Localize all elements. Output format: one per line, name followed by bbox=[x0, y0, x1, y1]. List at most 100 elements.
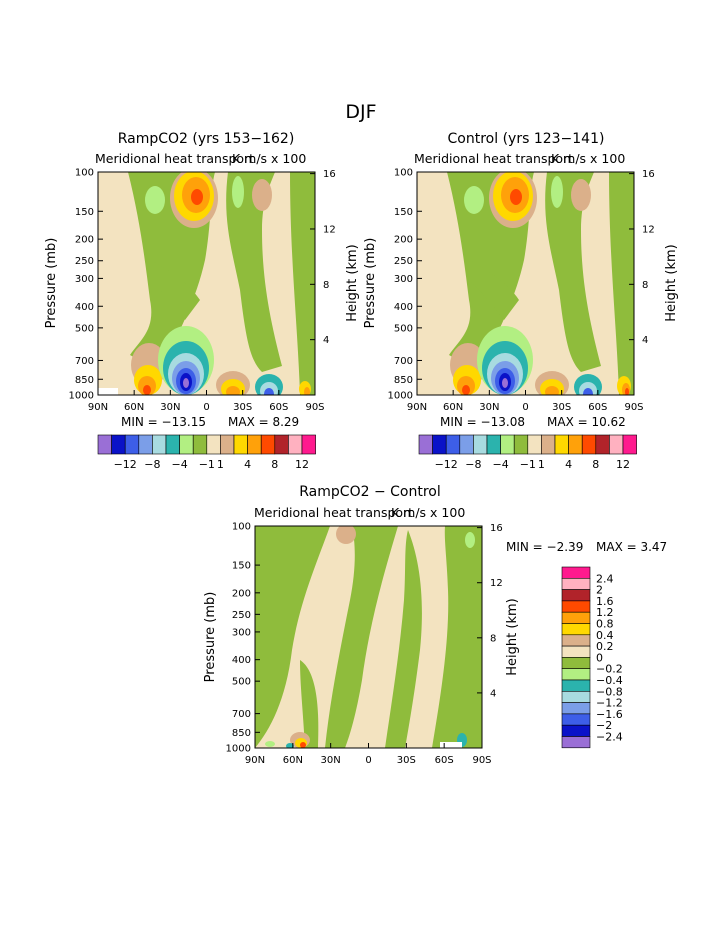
contour-green-band bbox=[150, 260, 200, 320]
y-ticks-height: 16 12 8 4 bbox=[629, 169, 655, 346]
panel-subtitle-right: K m/s x 100 bbox=[232, 151, 306, 166]
contour-field bbox=[255, 526, 482, 748]
colorbar-label: −8 bbox=[465, 458, 481, 471]
y-tick-label: 100 bbox=[232, 522, 251, 533]
colorbar-label: 0.4 bbox=[596, 629, 614, 642]
colorbar-swatch bbox=[111, 434, 126, 455]
contour-lightgreen bbox=[265, 741, 275, 747]
colorbar-swatch bbox=[152, 434, 167, 455]
missing-data bbox=[440, 742, 462, 748]
y-tick-label: 500 bbox=[232, 677, 251, 688]
colorbar-label: −8 bbox=[144, 458, 160, 471]
colorbar-label: −2.4 bbox=[596, 731, 623, 744]
x-ticks-latitude: 90N 60N 30N 0 30S 60S 90S bbox=[245, 743, 492, 766]
y-axis-label: Pressure (mb) bbox=[363, 238, 378, 329]
y-tick-label: 100 bbox=[394, 168, 413, 179]
colorbar-label: 4 bbox=[565, 458, 572, 471]
contour-field bbox=[98, 172, 315, 395]
contour-green-band bbox=[469, 260, 519, 320]
y-tick-label: 850 bbox=[75, 375, 94, 386]
y-right-tick-label: 12 bbox=[642, 224, 655, 235]
contour-purple bbox=[502, 378, 508, 388]
colorbar-label: −4 bbox=[171, 458, 187, 471]
x-tick-label: 90N bbox=[245, 755, 265, 766]
colorbar-label: −1 bbox=[520, 458, 536, 471]
x-tick-label: 60N bbox=[283, 755, 303, 766]
panel-title: RampCO2 − Control bbox=[299, 484, 440, 500]
y-tick-label: 250 bbox=[75, 256, 94, 267]
colorbar-swatch bbox=[206, 434, 221, 455]
y-tick-label: 250 bbox=[232, 610, 251, 621]
y-right-tick-label: 8 bbox=[642, 280, 648, 291]
panel-subtitle-right: K m/s x 100 bbox=[391, 505, 465, 520]
colorbar-label: −2 bbox=[596, 719, 612, 732]
y-ticks-height: 16 12 8 4 bbox=[477, 523, 503, 699]
colorbar-swatch bbox=[561, 668, 591, 681]
contour-orange bbox=[545, 386, 559, 395]
colorbar-swatch bbox=[138, 434, 153, 455]
panel-subtitle-left: Meridional heat transport bbox=[95, 151, 254, 166]
y-tick-label: 300 bbox=[394, 274, 413, 285]
y-tick-label: 1000 bbox=[388, 391, 413, 402]
colorbar-swatch bbox=[165, 434, 180, 455]
max-label: MAX = 8.29 bbox=[228, 415, 299, 429]
colorbar-swatch bbox=[459, 434, 474, 455]
x-tick-label: 90S bbox=[472, 755, 491, 766]
colorbar-swatch bbox=[288, 434, 303, 455]
y-tick-label: 500 bbox=[75, 323, 94, 334]
missing-data bbox=[98, 388, 118, 395]
min-label: MIN = −2.39 bbox=[506, 540, 583, 554]
colorbar-swatch bbox=[260, 434, 276, 455]
x-tick-label: 0 bbox=[203, 402, 209, 413]
y-tick-label: 400 bbox=[232, 655, 251, 666]
contour-green-band bbox=[300, 660, 319, 748]
colorbar-swatch bbox=[595, 434, 610, 455]
y-right-tick-label: 4 bbox=[323, 335, 329, 346]
colorbar-label: 12 bbox=[295, 458, 309, 471]
colorbar-swatch bbox=[561, 611, 591, 624]
x-tick-label: 60S bbox=[588, 402, 607, 413]
colorbar-label: −0.2 bbox=[596, 663, 623, 676]
colorbar-swatch bbox=[233, 434, 248, 455]
colorbar-label: 1 bbox=[217, 458, 224, 471]
colorbar-swatch bbox=[561, 634, 591, 647]
colorbar-swatch bbox=[301, 434, 316, 455]
colorbar-swatch bbox=[561, 713, 591, 726]
colorbar-label: −0.8 bbox=[596, 685, 623, 698]
colorbar-swatch bbox=[179, 434, 194, 455]
colorbar-swatch bbox=[554, 434, 569, 455]
contour-lightgreen bbox=[232, 176, 244, 208]
colorbar-label: −12 bbox=[114, 458, 137, 471]
colorbar-label: 4 bbox=[244, 458, 251, 471]
colorbar-label: −1.6 bbox=[596, 708, 623, 721]
colorbar-swatch bbox=[513, 434, 529, 455]
colorbar-swatch bbox=[561, 702, 591, 715]
colorbar-swatch bbox=[97, 434, 112, 455]
contour-teal bbox=[286, 743, 294, 748]
panel-title: RampCO2 (yrs 153−162) bbox=[118, 131, 295, 147]
y-axis-right-label: Height (km) bbox=[345, 244, 360, 321]
x-tick-label: 30S bbox=[233, 402, 252, 413]
colorbar-label: 1 bbox=[538, 458, 545, 471]
contour-tan bbox=[252, 179, 272, 211]
colorbar-swatch bbox=[561, 566, 591, 579]
colorbar-swatch bbox=[247, 434, 262, 455]
y-tick-label: 700 bbox=[75, 356, 94, 367]
colorbar-label: 0 bbox=[596, 651, 603, 664]
colorbar-swatch bbox=[561, 589, 591, 602]
colorbar-label: −1 bbox=[199, 458, 215, 471]
x-tick-label: 30N bbox=[479, 402, 499, 413]
y-ticks-pressure: 100 150 200 250 300 400 500 700 850 1000 bbox=[388, 168, 422, 402]
colorbar-main: −12 −8 −4 −1 1 4 8 12 bbox=[418, 434, 637, 471]
x-ticks-latitude: 90N 60N 30N 0 30S 60S 90S bbox=[407, 390, 644, 413]
y-tick-label: 850 bbox=[232, 728, 251, 739]
colorbar-main: −12 −8 −4 −1 1 4 8 12 bbox=[97, 434, 316, 471]
y-tick-label: 700 bbox=[394, 356, 413, 367]
y-ticks-pressure: 100 150 200 250 300 400 500 700 850 1000 bbox=[69, 168, 103, 402]
y-tick-label: 1000 bbox=[69, 391, 94, 402]
y-right-tick-label: 8 bbox=[490, 633, 496, 644]
contour-green-band bbox=[385, 530, 422, 748]
contour-blue bbox=[583, 388, 593, 395]
contour-field bbox=[417, 172, 634, 395]
y-axis-right-label: Height (km) bbox=[505, 598, 520, 675]
